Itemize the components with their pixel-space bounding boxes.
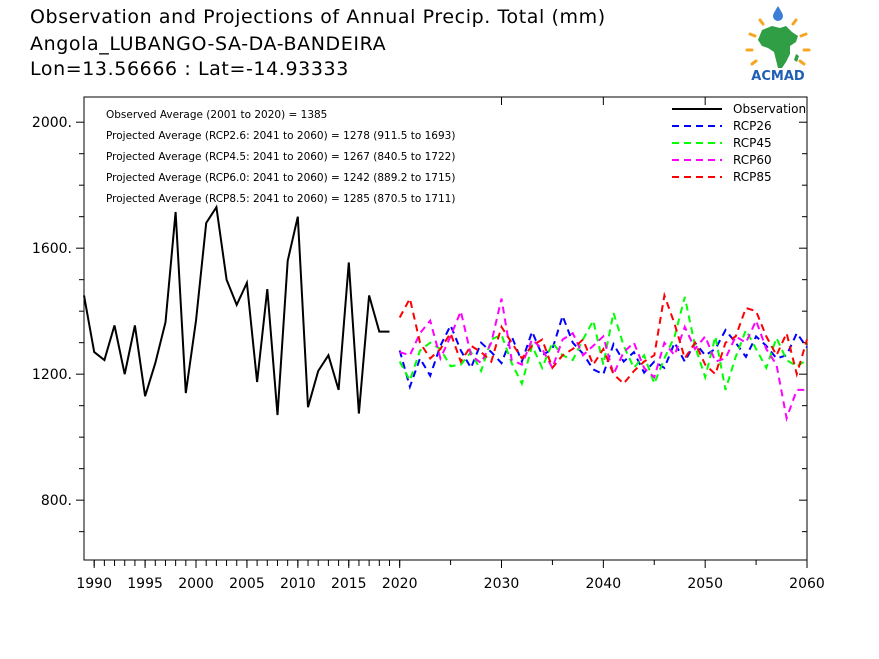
chart-title-station: Angola_LUBANGO-SA-DA-BANDEIRA [30, 33, 387, 55]
x-tick-label: 1995 [127, 576, 163, 592]
series-line-rcp45 [398, 296, 808, 391]
acmad-logo-text: ACMAD [751, 69, 805, 84]
series-line-observation [83, 204, 390, 416]
x-axis: 1990 1995 2000 2005 2010 2015 2020 2030 2040 2050… [76, 97, 825, 592]
y-tick-label: 1600. [32, 241, 72, 257]
series-line-rcp85 [398, 291, 808, 386]
chart-title-coordinates: Lon=13.56666 : Lat=-14.93333 [30, 58, 349, 80]
x-tick-label: 2005 [229, 576, 265, 592]
series-layer [83, 204, 808, 423]
y-tick-label: 800. [41, 493, 72, 509]
x-tick-label: 2050 [687, 576, 723, 592]
x-tick-label: 2040 [586, 576, 622, 592]
x-tick-label: 2010 [280, 576, 316, 592]
x-tick-label: 2030 [484, 576, 520, 592]
annotation-rcp60: Projected Average (RCP6.0: 2041 to 2060)… [106, 172, 455, 184]
legend-label-rcp45: RCP45 [733, 136, 772, 150]
legend-label-rcp26: RCP26 [733, 119, 772, 133]
annotation-rcp26: Projected Average (RCP2.6: 2041 to 2060)… [106, 130, 455, 142]
chart-title-line1: Observation and Projections of Annual Pr… [30, 6, 606, 28]
y-axis: 800. 1200. 1600. 2000. [32, 115, 807, 533]
legend-label-rcp60: RCP60 [733, 153, 772, 167]
series-line-rcp60 [399, 298, 807, 423]
annotation-rcp85: Projected Average (RCP8.5: 2041 to 2060)… [106, 193, 455, 205]
x-tick-label: 2020 [382, 576, 418, 592]
annotation-block: Observed Average (2001 to 2020) = 1385 P… [106, 109, 455, 205]
y-tick-label: 1200. [32, 367, 72, 383]
legend: Observation RCP26 RCP45 RCP60 RCP85 [672, 102, 806, 184]
annotation-rcp45: Projected Average (RCP4.5: 2041 to 2060)… [106, 151, 455, 163]
x-tick-label: 1990 [76, 576, 112, 592]
annotation-observed: Observed Average (2001 to 2020) = 1385 [106, 109, 327, 121]
x-tick-label: 2000 [178, 576, 214, 592]
x-tick-label: 2060 [789, 576, 825, 592]
x-tick-label: 2015 [331, 576, 367, 592]
series-line-rcp26 [398, 312, 808, 391]
legend-label-observation: Observation [733, 102, 806, 116]
acmad-logo: ACMAD [745, 6, 811, 84]
plot-frame [83, 96, 808, 561]
y-tick-label: 2000. [32, 115, 72, 131]
legend-label-rcp85: RCP85 [733, 170, 772, 184]
